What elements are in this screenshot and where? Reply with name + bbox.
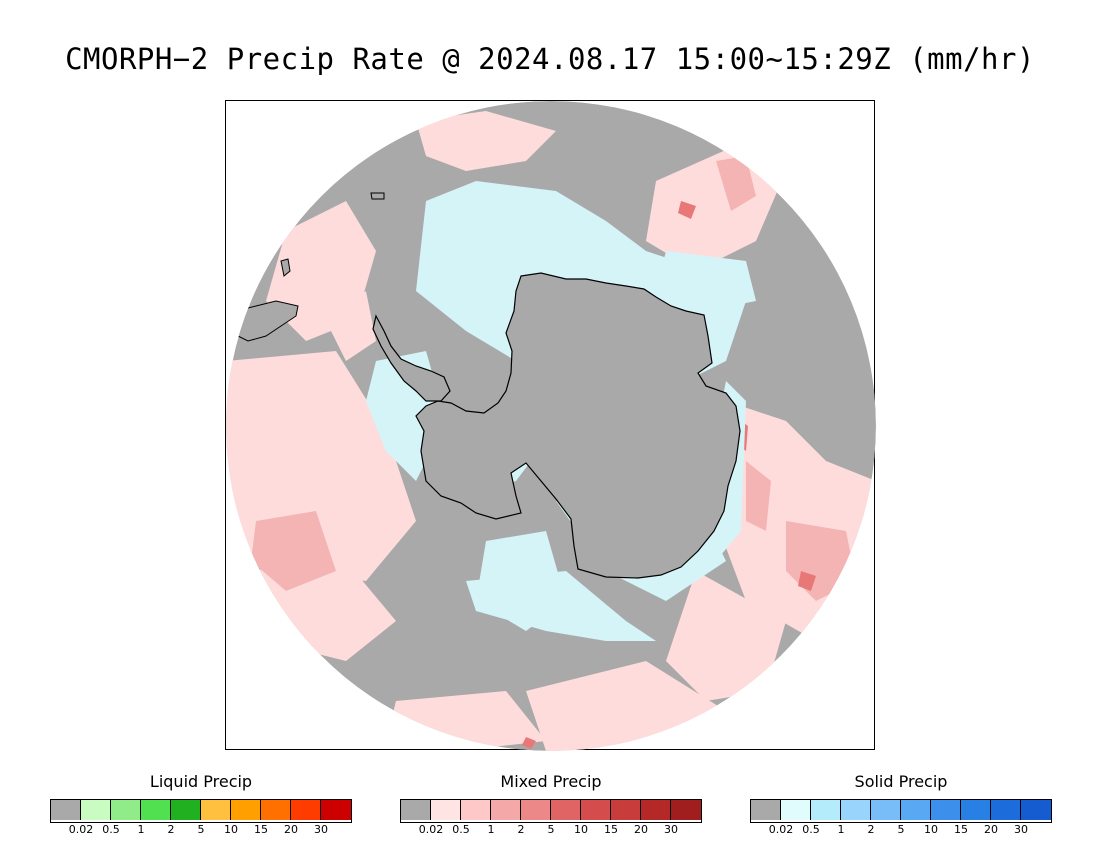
legend-swatch [261,800,291,820]
island-coastline [370,192,385,200]
mixed-precip-region [326,291,376,361]
legend-swatch [111,800,141,820]
legend-swatch [671,800,701,820]
mixed-precip-cell [678,201,696,219]
legend-tick-label: 30 [664,823,678,836]
legend-tick-label: 2 [517,823,525,836]
legend-swatch [641,800,671,820]
legend-swatch [231,800,261,820]
map-frame [225,100,876,751]
legend-swatch [81,800,111,820]
legend-tick-label: 0.02 [418,823,444,836]
legend-swatch [141,800,171,820]
legend-tick-label: 1 [137,823,145,836]
mixed-precip-region [416,111,556,171]
legend-tick-label: 15 [604,823,618,836]
legend-tick-label: 10 [224,823,238,836]
legend-title: Liquid Precip [149,772,253,791]
legend-swatch [871,800,901,820]
polar-precip-map [226,101,876,751]
legend-swatch [51,800,81,820]
legend-swatches [50,799,352,823]
mixed-precip-region [666,571,786,701]
legend-swatch [841,800,871,820]
mixed-precip-region [746,461,771,531]
legend-swatch [321,800,351,820]
legend-tick-label: 0.02 [68,823,94,836]
legend-swatch [1021,800,1051,820]
legend-swatch [751,800,781,820]
mixed-precip-region [716,156,756,211]
legend-swatch [551,800,581,820]
legend-solid-precip: Solid Precip 0.02 0.5 1 2 5 10 15 20 30 [750,772,1052,842]
legend-tick-label: 2 [867,823,875,836]
legend-swatch [171,800,201,820]
legend-swatches [750,799,1052,823]
legend-swatch [991,800,1021,820]
legend-tick-label: 0.5 [802,823,820,836]
legend-tick-label: 0.5 [452,823,470,836]
legend-swatch [521,800,551,820]
map-title: CMORPH−2 Precip Rate @ 2024.08.17 15:00~… [65,42,1035,76]
mixed-precip-cell [522,737,536,749]
legend-tick-label: 10 [924,823,938,836]
legend-swatch [401,800,431,820]
legend-swatch [291,800,321,820]
antarctica-coastline [415,272,741,579]
legend-tick-label: 30 [1014,823,1028,836]
mixed-precip-cell [798,571,816,591]
legend-tick-label: 5 [197,823,205,836]
legend-tick-label: 5 [547,823,555,836]
legend-tick-label: 0.02 [768,823,794,836]
legend-swatch [201,800,231,820]
legend-ticks: 0.02 0.5 1 2 5 10 15 20 30 [400,823,702,837]
legend-swatch [781,800,811,820]
legend-swatch [961,800,991,820]
legend-swatch [611,800,641,820]
legend-tick-label: 30 [314,823,328,836]
antarctic-peninsula-coastline [372,314,451,402]
legend-tick-label: 2 [167,823,175,836]
legend-tick-label: 1 [487,823,495,836]
legend-swatch [431,800,461,820]
legend-tick-label: 20 [284,823,298,836]
legend-tick-label: 15 [254,823,268,836]
solid-precip-region [466,571,656,641]
legend-swatch [901,800,931,820]
legend-swatch [931,800,961,820]
legend-title: Mixed Precip [500,772,602,791]
solid-precip-region [656,251,756,311]
legend-title: Solid Precip [854,772,948,791]
legend-swatch [491,800,521,820]
mixed-precip-region [251,511,336,591]
legend-swatches [400,799,702,823]
south-america-coastline [235,300,299,342]
mixed-precip-region [646,141,786,271]
legend-liquid-precip: Liquid Precip 0.02 0.5 1 2 5 10 15 20 30 [50,772,352,842]
legend-tick-label: 5 [897,823,905,836]
legend-tick-label: 1 [837,823,845,836]
legend-ticks: 0.02 0.5 1 2 5 10 15 20 30 [750,823,1052,837]
legend-tick-label: 0.5 [102,823,120,836]
legend-tick-label: 10 [574,823,588,836]
legend-tick-label: 20 [634,823,648,836]
island-coastline [280,258,291,277]
legend-swatch [581,800,611,820]
legend-tick-label: 15 [954,823,968,836]
legend-swatch [811,800,841,820]
legend-tick-label: 20 [984,823,998,836]
legend-swatch [461,800,491,820]
legend-ticks: 0.02 0.5 1 2 5 10 15 20 30 [50,823,352,837]
legend-mixed-precip: Mixed Precip 0.02 0.5 1 2 5 10 15 20 30 [400,772,702,842]
